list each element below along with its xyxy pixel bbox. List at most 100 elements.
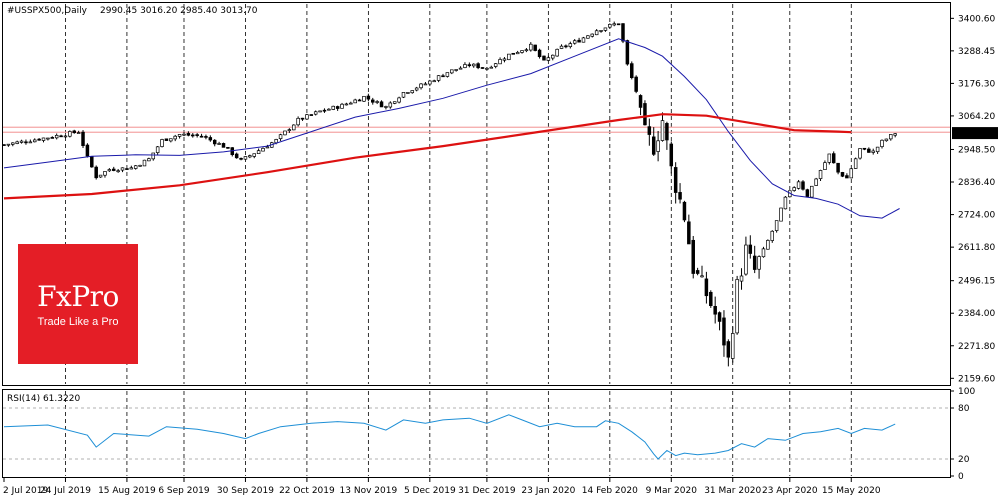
candle-body (608, 24, 612, 28)
candle-body (744, 244, 748, 275)
candle-body (678, 192, 682, 200)
candle-body (419, 83, 423, 89)
price-tick-label: 3176.30 (958, 79, 995, 89)
candle-body (572, 40, 577, 44)
candle-body (665, 123, 669, 141)
candle-body (248, 155, 252, 158)
candle-body (24, 141, 28, 144)
candle-body (774, 220, 779, 231)
candle-body (331, 105, 336, 110)
candle-body (691, 239, 695, 274)
candle-body (814, 178, 818, 186)
candle-body (406, 92, 410, 94)
current-price-marker (952, 127, 998, 140)
time-tick-label: 5 Dec 2019 (404, 486, 456, 496)
candle-body (278, 134, 283, 140)
candle-body (90, 156, 94, 168)
time-tick-label: 15 Aug 2019 (98, 486, 156, 496)
candle-body (309, 114, 314, 116)
candle-body (322, 109, 327, 112)
price-tick-label: 3288.45 (958, 47, 995, 57)
candle-body (186, 133, 191, 136)
candle-body (810, 185, 814, 198)
candle-body (191, 134, 195, 137)
rsi-label: RSI(14) 61.3220 (7, 394, 80, 404)
rsi-tick-label: 100 (958, 387, 975, 397)
candle-body (85, 144, 90, 157)
candle-body (757, 256, 761, 270)
candle-body (805, 189, 810, 197)
candle-body (212, 139, 217, 145)
chart-symbol: #USSPX500,Daily (7, 6, 88, 16)
candle-body (208, 137, 213, 141)
price-tick-label: 2948.50 (958, 145, 995, 155)
price-tick-label: 2384.00 (958, 309, 995, 319)
candle-body (717, 312, 722, 322)
candle-body (630, 63, 634, 79)
candle-body (471, 63, 476, 67)
candle-body (226, 146, 230, 149)
candle-body (63, 135, 68, 138)
candle-body (792, 187, 796, 191)
candle-body (349, 102, 353, 105)
rsi-axis: 100 80 20 0 (950, 387, 975, 482)
candle-body (867, 148, 871, 153)
candle-body (46, 137, 50, 140)
rsi-pane-border (2, 389, 951, 478)
candle-body (103, 171, 107, 176)
candle-body (234, 153, 239, 159)
candle-body (884, 138, 889, 142)
candle-body (59, 135, 63, 138)
candle-body (695, 270, 700, 274)
candle-body (537, 49, 542, 58)
time-tick-label: 31 Mar 2020 (704, 486, 761, 496)
candle-body (735, 279, 739, 334)
candle-body (375, 101, 379, 103)
candle-body (366, 95, 371, 100)
ma-long-line (3, 113, 852, 200)
candle-body (687, 221, 691, 245)
candle-body (467, 64, 472, 67)
candle-body (32, 139, 37, 143)
candle-body (845, 175, 849, 179)
candle-body (182, 133, 186, 136)
candle-body (638, 95, 643, 108)
candle-body (423, 83, 428, 86)
candle-body (880, 139, 884, 147)
candle-body (428, 80, 432, 85)
candle-body (15, 141, 19, 144)
candle-body (296, 117, 300, 126)
candle-body (704, 278, 709, 297)
candle-body (318, 110, 322, 113)
candle-body (160, 139, 164, 147)
candle-body (72, 130, 76, 134)
candle-body (853, 158, 858, 169)
price-axis: 3400.60 3288.45 3176.30 3064.20 2948.50 2836.… (950, 14, 998, 384)
candle-body (120, 167, 125, 171)
candle-body (801, 181, 805, 190)
candle-body (752, 255, 757, 270)
candle-body (507, 53, 511, 61)
time-tick-label: 13 Nov 2019 (340, 486, 398, 496)
candle-body (458, 67, 463, 70)
candle-body (243, 156, 248, 160)
time-tick-label: 30 Sep 2019 (217, 486, 274, 496)
candle-body (634, 76, 638, 92)
price-tick-label: 2496.15 (958, 277, 995, 287)
candle-body (827, 153, 832, 163)
candle-body (818, 170, 823, 179)
candle-body (450, 69, 454, 74)
candle-body (726, 341, 731, 358)
candle-body (849, 168, 854, 179)
logo-tagline: Trade Like a Pro (37, 316, 119, 328)
candle-body (410, 90, 415, 94)
candle-body (147, 158, 151, 162)
candle-body (748, 244, 753, 254)
candle-body (713, 306, 717, 315)
candle-body (643, 103, 647, 126)
price-tick-label: 2724.00 (958, 211, 995, 221)
candle-body (111, 168, 116, 171)
candle-body (862, 147, 867, 150)
candle-body (515, 52, 520, 55)
